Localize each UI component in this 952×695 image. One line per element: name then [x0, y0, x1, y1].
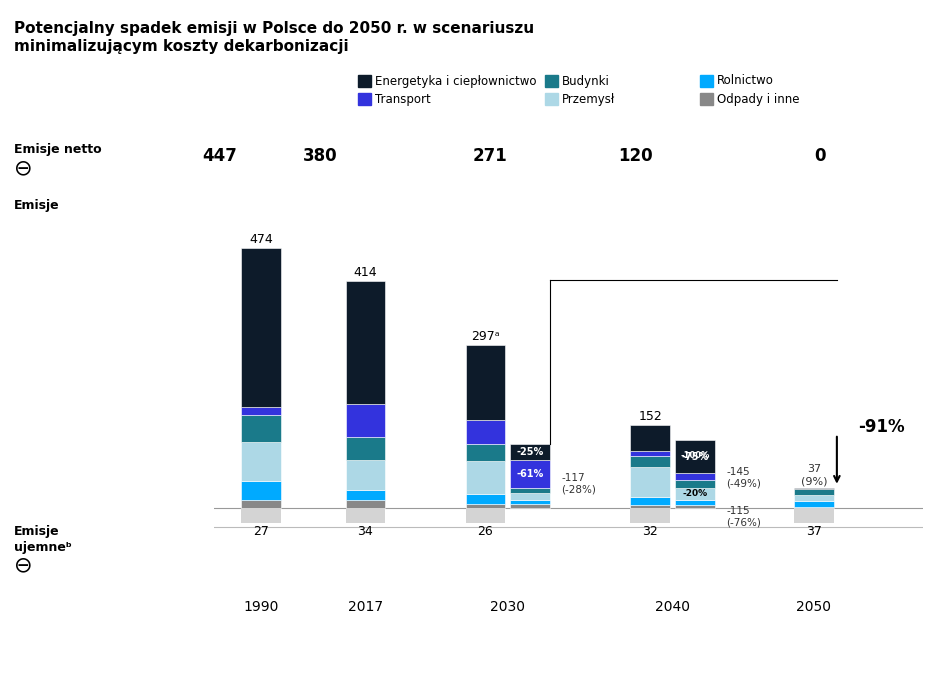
Bar [241, 508, 281, 523]
Bar [794, 488, 834, 489]
Bar [545, 93, 558, 105]
Text: Transport: Transport [375, 92, 430, 106]
Bar [358, 93, 371, 105]
Text: -100%: -100% [681, 451, 709, 460]
Text: 26: 26 [478, 525, 493, 538]
Bar [510, 504, 550, 508]
Text: -91%: -91% [859, 418, 905, 436]
Bar [675, 488, 715, 500]
Bar [630, 505, 670, 508]
Text: -115
(-76%): -115 (-76%) [726, 506, 762, 528]
Bar [510, 500, 550, 504]
Bar [700, 75, 713, 87]
Bar [241, 407, 281, 415]
Bar [675, 441, 715, 473]
Bar [794, 508, 834, 523]
Bar [630, 451, 670, 457]
Bar [675, 500, 715, 505]
Text: 37: 37 [806, 525, 822, 538]
Text: Budynki: Budynki [562, 74, 610, 88]
Text: 152: 152 [638, 410, 662, 423]
Bar [794, 507, 834, 508]
Text: ⊖: ⊖ [14, 158, 32, 178]
Bar [510, 459, 550, 489]
Bar [510, 444, 550, 459]
Bar [466, 494, 506, 504]
Text: 120: 120 [618, 147, 652, 165]
Text: Energetyka i ciepłownictwo: Energetyka i ciepłownictwo [375, 74, 537, 88]
Text: Przemysł: Przemysł [562, 92, 615, 106]
Text: -75%: -75% [682, 452, 708, 462]
Bar [510, 493, 550, 500]
Bar [675, 480, 715, 488]
Bar [346, 500, 386, 508]
Text: ujemneᵇ: ujemneᵇ [14, 541, 71, 555]
Text: -117
(-28%): -117 (-28%) [562, 473, 596, 494]
Bar [630, 508, 670, 523]
Text: -25%: -25% [517, 447, 544, 457]
Bar [630, 468, 670, 497]
Bar [346, 508, 386, 523]
Bar [346, 491, 386, 500]
Text: -61%: -61% [517, 469, 544, 479]
Text: Emisje netto: Emisje netto [14, 143, 102, 156]
Text: 297ᵃ: 297ᵃ [471, 330, 500, 343]
Bar [510, 489, 550, 493]
Text: ⊖: ⊖ [14, 555, 32, 575]
Text: 414: 414 [353, 266, 377, 279]
Bar [241, 415, 281, 442]
Bar [794, 495, 834, 502]
Text: 447: 447 [203, 147, 237, 165]
Text: 271: 271 [472, 147, 507, 165]
Bar [675, 505, 715, 508]
Text: Rolnictwo: Rolnictwo [717, 74, 774, 88]
Bar [466, 461, 506, 494]
Bar [466, 504, 506, 508]
Text: Emisje: Emisje [14, 525, 60, 539]
Text: Odpady i inne: Odpady i inne [717, 92, 800, 106]
Text: 32: 32 [643, 525, 658, 538]
Text: Potencjalny spadek emisji w Polsce do 2050 r. w scenariuszu: Potencjalny spadek emisji w Polsce do 20… [14, 21, 534, 36]
Bar [358, 75, 371, 87]
Text: 34: 34 [358, 525, 373, 538]
Bar [466, 420, 506, 444]
Bar [241, 500, 281, 508]
Bar [241, 442, 281, 480]
Text: Emisje: Emisje [14, 199, 60, 211]
Text: 474: 474 [249, 233, 273, 246]
Text: -145
(-49%): -145 (-49%) [726, 467, 762, 489]
Bar [630, 497, 670, 505]
Bar [346, 437, 386, 460]
Bar [700, 93, 713, 105]
Bar [241, 480, 281, 500]
Bar [346, 404, 386, 437]
Text: 0: 0 [814, 147, 825, 165]
Text: 37
(9%): 37 (9%) [801, 464, 827, 486]
Bar [466, 508, 506, 523]
Bar [545, 75, 558, 87]
Bar [630, 457, 670, 468]
Bar [675, 473, 715, 480]
Bar [346, 460, 386, 491]
Text: 380: 380 [303, 147, 337, 165]
Text: minimalizującym koszty dekarbonizacji: minimalizującym koszty dekarbonizacji [14, 39, 348, 54]
Bar [346, 281, 386, 404]
Bar [466, 444, 506, 461]
Text: 27: 27 [253, 525, 269, 538]
Text: -20%: -20% [683, 489, 707, 498]
Bar [241, 247, 281, 407]
Bar [466, 345, 506, 420]
Bar [794, 502, 834, 507]
Bar [794, 489, 834, 495]
Bar [630, 425, 670, 451]
